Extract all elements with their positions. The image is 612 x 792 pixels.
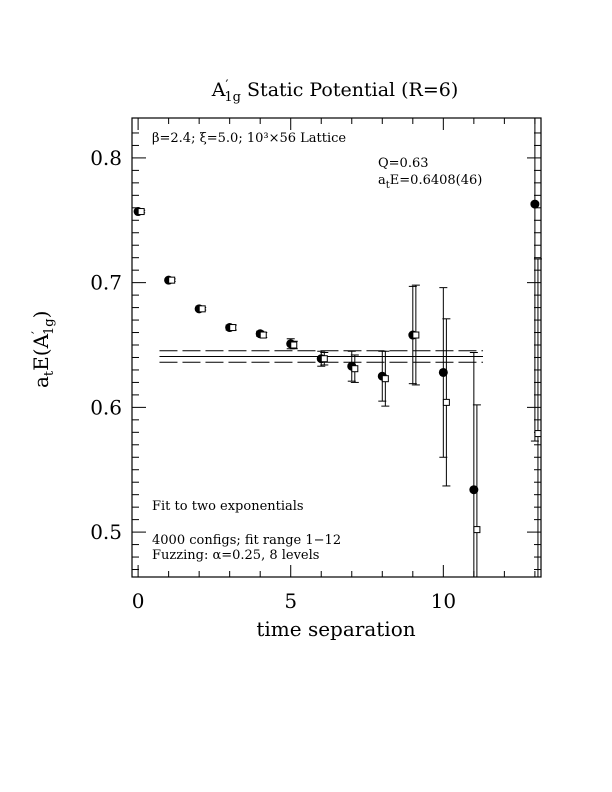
data-point-square [442,398,450,406]
chart-title: A′ 1g Static Potential (R=6) [211,78,459,105]
data-point-circle [469,485,479,495]
q-annotation: Q=0.63 [378,156,429,171]
data-point-square [534,430,542,438]
energy-annotation: atE=0.6408(46) [378,173,482,191]
data-point-square [381,375,389,383]
data-point-square [473,526,481,534]
data-points [133,118,542,577]
data-point-square [198,305,206,313]
data-point-circle [530,199,540,209]
y-tick-label: 0.7 [90,271,122,295]
x-tick-label: 0 [132,589,145,613]
data-point-square [290,341,298,349]
lattice-annotation: β=2.4; ξ=5.0; 10³×56 Lattice [152,131,346,146]
data-point-square [137,208,145,216]
x-axis-label: time separation [256,617,415,641]
x-tick-labels: 0 5 10 [132,589,456,613]
data-point-circle [438,367,448,377]
configs-annotation: 4000 configs; fit range 1−12 [152,533,341,548]
fit-description: Fit to two exponentials [152,499,304,514]
fuzzing-annotation: Fuzzing: α=0.25, 8 levels [152,548,319,563]
y-axis-label: atE(A′1g) [29,311,57,388]
data-point-square [259,331,267,339]
data-point-square [229,324,237,332]
plot-frame [131,117,542,578]
y-tick-label: 0.6 [90,395,122,419]
y-tick-labels: 0.5 0.6 0.7 0.8 [90,146,122,544]
y-tick-label: 0.5 [90,520,122,544]
data-point-square [168,276,176,284]
data-point-square [412,331,420,339]
x-tick-label: 5 [284,589,297,613]
data-point-square [320,355,328,363]
data-point-square [351,365,359,373]
y-tick-label: 0.8 [90,146,122,170]
x-tick-label: 10 [431,589,456,613]
